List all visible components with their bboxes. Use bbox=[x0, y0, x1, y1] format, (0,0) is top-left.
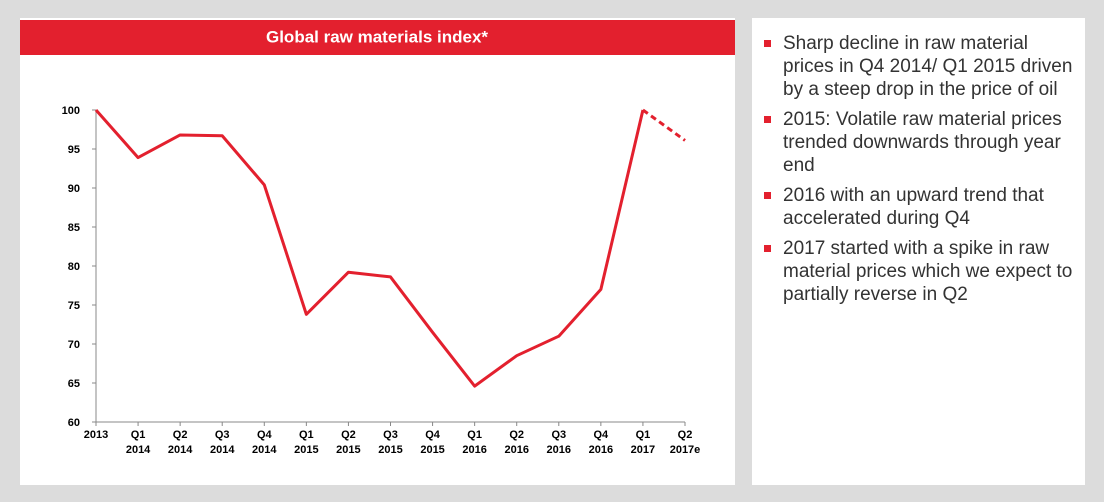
x-tick-label: Q3 2015 bbox=[378, 429, 402, 456]
x-tick-label: Q3 2014 bbox=[210, 429, 235, 456]
bullet: 2016 with an upward trend that accelerat… bbox=[764, 184, 1074, 230]
data-line bbox=[642, 108, 686, 142]
y-tick-label: 70 bbox=[68, 339, 80, 351]
bullet: Sharp decline in raw material prices in … bbox=[764, 32, 1074, 101]
bullet: 2015: Volatile raw material prices trend… bbox=[764, 108, 1074, 177]
y-tick-label: 75 bbox=[68, 300, 80, 312]
x-tick-label: Q2 2015 bbox=[336, 429, 360, 456]
x-tick-label: Q1 2015 bbox=[294, 429, 318, 456]
x-tick-label: Q4 2014 bbox=[252, 429, 277, 456]
x-tick-label: Q3 2016 bbox=[547, 429, 571, 456]
chart-panel: Global raw materials index* 60 65 70 75 80 85… bbox=[20, 18, 735, 485]
y-tick-label: 100 bbox=[62, 105, 80, 117]
x-tick-label: Q2 2014 bbox=[168, 429, 193, 456]
bullet-list: Sharp decline in raw material prices in … bbox=[764, 32, 1074, 313]
data-line bbox=[94, 109, 645, 388]
bullet: 2017 started with a spike in raw materia… bbox=[764, 237, 1074, 306]
x-tick-label: Q2 2017e bbox=[670, 429, 701, 456]
x-tick-label: Q1 2017 bbox=[631, 429, 655, 456]
text-panel: Sharp decline in raw material prices in … bbox=[752, 18, 1085, 485]
x-tick-label: Q1 2014 bbox=[126, 429, 151, 456]
y-tick-label: 60 bbox=[68, 417, 80, 429]
chart: Global raw materials index* 60 65 70 75 80 85… bbox=[20, 20, 735, 456]
x-tick-label: 2013 bbox=[84, 429, 108, 441]
x-tick-label: Q4 2016 bbox=[589, 429, 613, 456]
x-tick-label: Q4 2015 bbox=[420, 429, 444, 456]
y-tick-label: 90 bbox=[68, 183, 80, 195]
y-tick-label: 85 bbox=[68, 222, 80, 234]
y-tick-label: 95 bbox=[68, 144, 80, 156]
y-tick-label: 65 bbox=[68, 378, 80, 390]
title-bar bbox=[20, 20, 735, 55]
chart-title: Global raw materials index* bbox=[266, 27, 488, 46]
x-tick-label: Q2 2016 bbox=[504, 429, 528, 456]
y-tick-label: 80 bbox=[68, 261, 80, 273]
x-tick-label: Q1 2016 bbox=[462, 429, 486, 456]
